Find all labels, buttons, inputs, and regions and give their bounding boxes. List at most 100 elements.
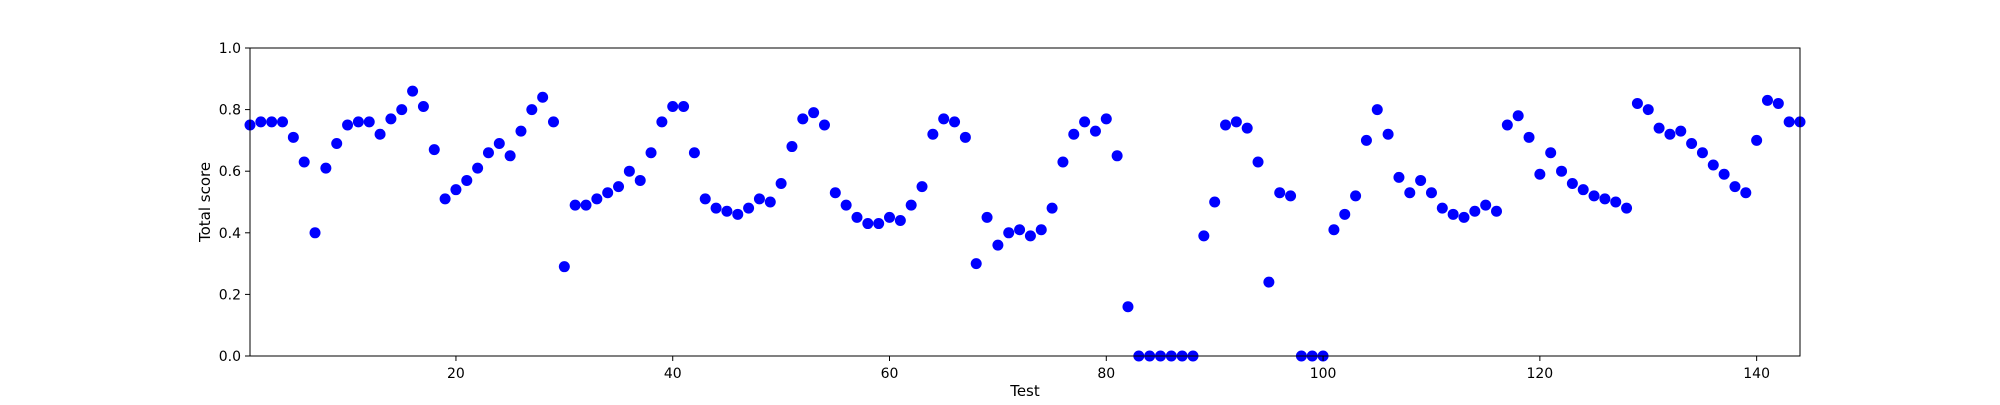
- data-point: [1068, 128, 1080, 140]
- data-point: [1729, 181, 1741, 193]
- data-point: [1664, 128, 1676, 140]
- data-point: [743, 202, 755, 214]
- data-point: [1274, 187, 1286, 199]
- data-point: [493, 137, 505, 149]
- data-point: [298, 156, 310, 168]
- data-point: [1588, 190, 1600, 202]
- data-point: [1761, 94, 1773, 106]
- data-point: [1512, 110, 1524, 122]
- data-point: [818, 119, 830, 131]
- data-point: [949, 116, 961, 128]
- data-point: [884, 211, 896, 223]
- data-point: [1740, 187, 1752, 199]
- data-point: [1436, 202, 1448, 214]
- data-point: [602, 187, 614, 199]
- x-axis: 20 40 60 80 100 120 140: [447, 356, 1770, 382]
- data-point: [1631, 97, 1643, 109]
- data-point: [1425, 187, 1437, 199]
- data-point: [1230, 116, 1242, 128]
- data-point: [428, 144, 440, 156]
- data-point: [1523, 131, 1535, 143]
- data-point: [1122, 301, 1134, 313]
- plot-frame: [249, 47, 1801, 357]
- data-point: [1610, 196, 1622, 208]
- data-point: [1089, 125, 1101, 137]
- data-point: [580, 199, 592, 211]
- data-point: [688, 147, 700, 159]
- data-point: [504, 150, 516, 162]
- data-point: [526, 104, 538, 116]
- y-axis-label: Total score: [196, 162, 214, 243]
- data-point: [363, 116, 375, 128]
- data-point: [699, 193, 711, 205]
- x-tick-label: 120: [1526, 366, 1553, 382]
- data-point: [309, 227, 321, 239]
- data-point: [374, 128, 386, 140]
- data-point: [1653, 122, 1665, 134]
- data-point: [1100, 113, 1112, 125]
- data-point: [1545, 147, 1557, 159]
- data-point: [1371, 104, 1383, 116]
- data-point: [1621, 202, 1633, 214]
- data-point: [385, 113, 397, 125]
- data-point: [645, 147, 657, 159]
- data-point: [1556, 165, 1568, 177]
- data-point: [634, 174, 646, 186]
- data-point: [1035, 224, 1047, 236]
- data-point: [710, 202, 722, 214]
- data-point: [1220, 119, 1232, 131]
- data-point: [992, 239, 1004, 251]
- data-point: [1696, 147, 1708, 159]
- data-point: [547, 116, 559, 128]
- data-point: [786, 141, 798, 153]
- data-point: [1252, 156, 1264, 168]
- data-point: [320, 162, 332, 174]
- x-tick-label: 40: [664, 366, 682, 382]
- data-point: [927, 128, 939, 140]
- data-point: [667, 101, 679, 113]
- data-point: [1003, 227, 1015, 239]
- data-point: [396, 104, 408, 116]
- data-point: [1415, 174, 1427, 186]
- data-point: [255, 116, 267, 128]
- data-point: [1350, 190, 1362, 202]
- y-tick-label: 0.8: [219, 103, 241, 119]
- data-point: [1339, 208, 1351, 220]
- data-point: [342, 119, 354, 131]
- x-tick-label: 140: [1743, 366, 1770, 382]
- data-point: [894, 214, 906, 226]
- data-point: [1707, 159, 1719, 171]
- data-point: [277, 116, 289, 128]
- data-point: [1024, 230, 1036, 242]
- x-tick-label: 80: [1097, 366, 1115, 382]
- data-point: [1404, 187, 1416, 199]
- y-tick-label: 0.0: [219, 349, 241, 365]
- data-point: [916, 181, 928, 193]
- data-point: [678, 101, 690, 113]
- data-point: [1241, 122, 1253, 134]
- data-point: [558, 261, 570, 273]
- data-point: [808, 107, 820, 119]
- data-point: [591, 193, 603, 205]
- data-point: [764, 196, 776, 208]
- data-point: [417, 101, 429, 113]
- y-tick-label: 0.4: [219, 226, 241, 242]
- data-point: [515, 125, 527, 137]
- data-point: [721, 205, 733, 217]
- data-point: [1263, 276, 1275, 288]
- data-point: [840, 199, 852, 211]
- data-point: [482, 147, 494, 159]
- data-point: [1458, 211, 1470, 223]
- y-tick-label: 0.2: [219, 287, 241, 303]
- data-point: [905, 199, 917, 211]
- data-point: [1480, 199, 1492, 211]
- data-point: [472, 162, 484, 174]
- data-point: [537, 91, 549, 103]
- data-point: [1360, 134, 1372, 146]
- y-axis: 0.0 0.2 0.4 0.6 0.8 1.0: [219, 41, 250, 365]
- data-point: [1599, 193, 1611, 205]
- data-point: [1534, 168, 1546, 180]
- data-point: [851, 211, 863, 223]
